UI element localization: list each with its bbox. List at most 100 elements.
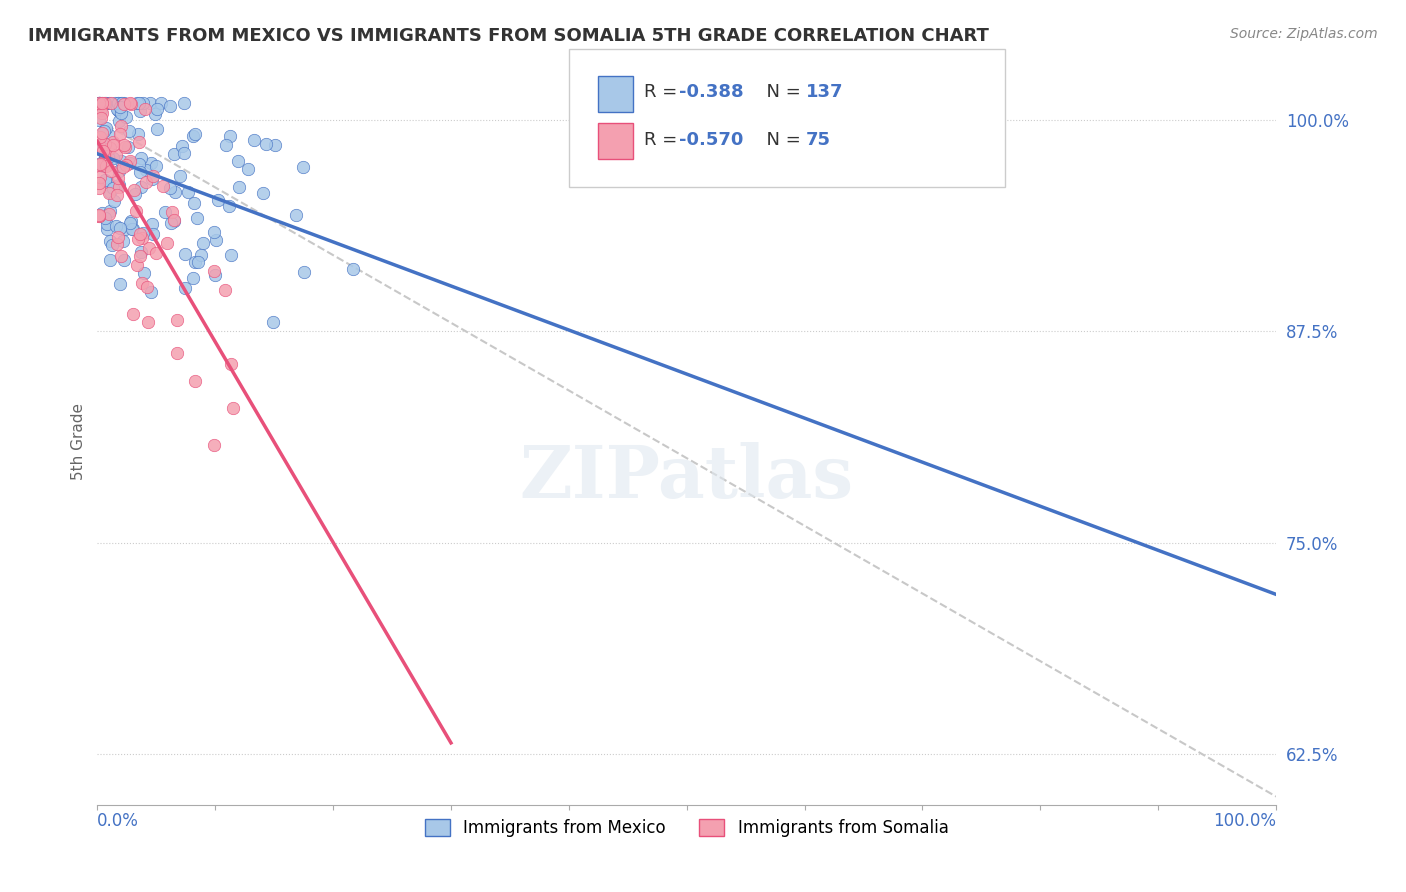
Immigrants from Somalia xyxy=(90,111,112,125)
Immigrants from Mexico xyxy=(87,95,110,110)
Text: 75: 75 xyxy=(806,131,831,149)
Immigrants from Mexico xyxy=(150,95,173,110)
Immigrants from Mexico xyxy=(112,235,135,249)
Text: R =: R = xyxy=(644,83,683,101)
Text: 100.0%: 100.0% xyxy=(1213,813,1277,830)
Immigrants from Mexico xyxy=(228,179,250,194)
Immigrants from Mexico xyxy=(254,136,277,151)
Immigrants from Mexico xyxy=(129,165,152,179)
Immigrants from Mexico xyxy=(96,95,118,110)
Immigrants from Somalia xyxy=(100,164,122,178)
Immigrants from Mexico xyxy=(219,128,242,143)
Immigrants from Mexico xyxy=(105,103,128,117)
Immigrants from Somalia xyxy=(91,106,114,120)
Immigrants from Somalia xyxy=(156,236,179,251)
Immigrants from Mexico xyxy=(159,181,181,195)
Immigrants from Somalia xyxy=(138,241,160,255)
Immigrants from Mexico xyxy=(89,95,111,110)
Immigrants from Somalia xyxy=(135,175,157,189)
Immigrants from Mexico xyxy=(124,186,146,201)
Immigrants from Mexico xyxy=(110,100,132,114)
Immigrants from Somalia xyxy=(125,203,148,218)
Immigrants from Somalia xyxy=(214,283,236,297)
Immigrants from Somalia xyxy=(96,159,118,173)
Immigrants from Mexico xyxy=(115,110,138,124)
Immigrants from Mexico xyxy=(181,128,204,143)
Immigrants from Mexico xyxy=(218,199,240,213)
Immigrants from Somalia xyxy=(122,184,145,198)
Immigrants from Mexico xyxy=(110,95,132,110)
Immigrants from Mexico xyxy=(108,164,131,178)
Immigrants from Mexico xyxy=(135,162,157,177)
Immigrants from Somalia xyxy=(111,160,134,174)
Immigrants from Mexico xyxy=(91,95,114,110)
Immigrants from Somalia xyxy=(103,138,125,153)
Immigrants from Mexico xyxy=(226,153,249,168)
Immigrants from Somalia xyxy=(166,346,188,360)
Immigrants from Mexico xyxy=(90,156,112,170)
Text: N =: N = xyxy=(755,131,807,149)
Immigrants from Somalia xyxy=(108,179,131,194)
Immigrants from Mexico xyxy=(177,185,200,199)
Immigrants from Mexico xyxy=(100,203,122,218)
Immigrants from Somalia xyxy=(152,178,174,193)
Immigrants from Mexico xyxy=(236,162,259,177)
Immigrants from Somalia xyxy=(120,153,142,168)
Immigrants from Somalia xyxy=(90,95,112,110)
Immigrants from Somalia xyxy=(90,101,112,115)
Immigrants from Mexico xyxy=(118,123,141,137)
Immigrants from Mexico xyxy=(93,124,115,138)
Immigrants from Somalia xyxy=(110,249,132,263)
Immigrants from Mexico xyxy=(89,95,111,110)
Immigrants from Mexico xyxy=(181,270,204,285)
Text: R =: R = xyxy=(644,131,683,149)
Text: IMMIGRANTS FROM MEXICO VS IMMIGRANTS FROM SOMALIA 5TH GRADE CORRELATION CHART: IMMIGRANTS FROM MEXICO VS IMMIGRANTS FRO… xyxy=(28,27,988,45)
Immigrants from Mexico xyxy=(101,180,124,194)
Immigrants from Mexico xyxy=(163,185,186,199)
Immigrants from Somalia xyxy=(104,147,127,161)
Immigrants from Mexico xyxy=(183,127,205,141)
Immigrants from Mexico xyxy=(128,157,150,171)
Immigrants from Mexico xyxy=(101,151,124,165)
Immigrants from Somalia xyxy=(107,187,129,202)
Immigrants from Somalia xyxy=(90,126,112,140)
Immigrants from Somalia xyxy=(103,136,125,150)
Immigrants from Mexico xyxy=(215,138,238,153)
Immigrants from Mexico xyxy=(98,128,121,142)
Immigrants from Mexico xyxy=(100,185,122,199)
Immigrants from Mexico xyxy=(129,180,152,194)
Immigrants from Somalia xyxy=(94,147,117,161)
Immigrants from Mexico xyxy=(107,103,129,118)
Immigrants from Mexico xyxy=(132,266,155,280)
Immigrants from Mexico xyxy=(202,226,225,240)
Immigrants from Somalia xyxy=(98,207,121,221)
Immigrants from Somalia xyxy=(115,158,138,172)
Immigrants from Mexico xyxy=(90,206,112,220)
Immigrants from Mexico xyxy=(114,222,136,236)
Immigrants from Mexico xyxy=(159,99,181,113)
Immigrants from Somalia xyxy=(87,181,110,195)
Immigrants from Somalia xyxy=(128,249,150,263)
Immigrants from Mexico xyxy=(98,95,121,110)
Text: Source: ZipAtlas.com: Source: ZipAtlas.com xyxy=(1230,27,1378,41)
Immigrants from Mexico xyxy=(98,152,121,166)
Immigrants from Mexico xyxy=(121,222,143,236)
Text: -0.388: -0.388 xyxy=(679,83,744,101)
Immigrants from Mexico xyxy=(263,138,285,153)
Immigrants from Mexico xyxy=(96,217,118,231)
Immigrants from Mexico xyxy=(191,236,214,251)
Immigrants from Somalia xyxy=(134,102,156,116)
Immigrants from Mexico xyxy=(105,219,128,233)
Text: N =: N = xyxy=(755,83,807,101)
Immigrants from Mexico xyxy=(204,268,226,283)
Immigrants from Mexico xyxy=(90,139,112,153)
Immigrants from Somalia xyxy=(98,186,121,200)
Immigrants from Somalia xyxy=(118,95,141,110)
Immigrants from Mexico xyxy=(169,169,191,183)
Immigrants from Mexico xyxy=(120,156,142,170)
Immigrants from Somalia xyxy=(204,263,226,277)
Immigrants from Somalia xyxy=(100,95,122,110)
Immigrants from Mexico xyxy=(117,140,139,154)
Immigrants from Somalia xyxy=(107,171,129,186)
Immigrants from Somalia xyxy=(87,209,110,223)
